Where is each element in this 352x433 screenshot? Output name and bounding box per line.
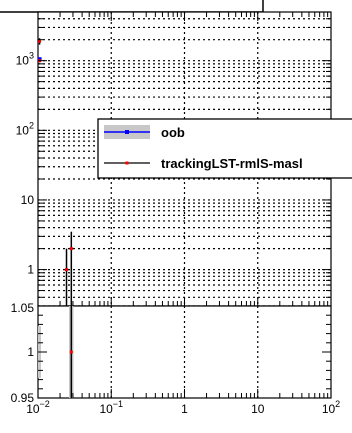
ratio-y-axis-labels: 0.95 1 1.05: [11, 301, 35, 405]
ratio-y-tick-label: 0.95: [11, 391, 35, 405]
legend-oob-label: oob: [161, 125, 185, 140]
legend-tracking-marker: [125, 161, 129, 165]
legend: oob trackingLST-rmlS-masl: [97, 118, 352, 179]
legend-entry-tracking: trackingLST-rmlS-masl: [104, 156, 303, 171]
y-tick-label: 102: [16, 120, 34, 137]
y-tick-label: 10: [21, 193, 35, 207]
main-y-axis-labels: 1 10 102 103: [16, 51, 35, 277]
data-point-tracking: [65, 268, 69, 272]
ratio-y-axis-ticks: [38, 305, 331, 399]
legend-entry-oob: oob: [104, 125, 185, 140]
x-tick-label: 10−2: [26, 399, 50, 416]
legend-oob-marker: [125, 130, 129, 134]
x-tick-label: 10−1: [99, 399, 123, 416]
data-point-tracking: [38, 39, 42, 43]
ratio-data-layer: [69, 306, 73, 398]
ratio-plot-panel: 0.95 1 1.05 10−2 10−1 1 10 102: [11, 12, 340, 416]
x-tick-label: 102: [322, 399, 340, 416]
y-tick-label: 1: [27, 263, 34, 277]
x-tick-label: 1: [181, 402, 188, 416]
ratio-y-tick-label: 1.05: [11, 301, 35, 315]
x-axis-labels: 10−2 10−1 1 10 102: [26, 399, 340, 416]
data-point-tracking: [69, 247, 73, 251]
ratio-data-point: [69, 350, 73, 354]
ratio-y-tick-label: 1: [27, 345, 34, 359]
x-axis-ticks: [37, 12, 332, 398]
x-tick-label: 10: [251, 402, 265, 416]
ratio-grid: [110, 306, 259, 398]
y-tick-label: 103: [16, 51, 34, 68]
legend-tracking-label: trackingLST-rmlS-masl: [161, 156, 303, 171]
header-box-remnant: [0, 0, 264, 13]
